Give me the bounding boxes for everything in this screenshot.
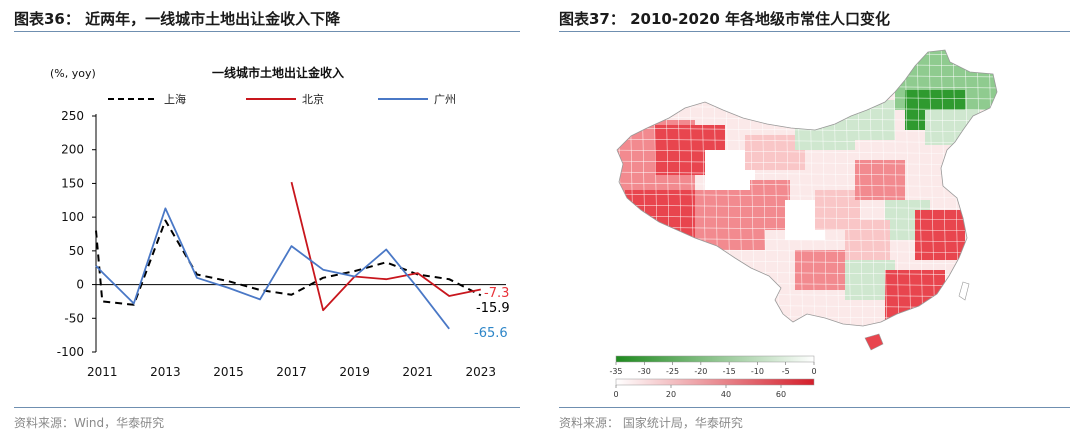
- negative-color-bar: [615, 355, 815, 363]
- district-boundary: [617, 171, 997, 177]
- legend-tick-label: 0: [811, 367, 816, 376]
- district-boundary: [617, 160, 997, 166]
- district-boundary: [605, 337, 1005, 341]
- region-qinghai-south: [750, 180, 790, 230]
- legend-label: 广州: [434, 93, 456, 106]
- chart-title: 一线城市土地出让金收入: [212, 65, 344, 80]
- district-boundary: [617, 215, 997, 221]
- taiwan-island: [958, 281, 970, 301]
- district-boundary: [617, 149, 997, 155]
- x-tick-label: 2015: [213, 365, 244, 379]
- district-boundary: [916, 50, 924, 326]
- left-figure-panel: 图表36： 近两年，一线城市土地出让金收入下降 一线城市土地出让金收入 (%, y…: [0, 0, 530, 441]
- district-boundary: [928, 50, 936, 326]
- legend-entry: 上海: [108, 92, 186, 106]
- legend-tick-label: 0: [613, 390, 618, 399]
- right-figure-panel: 图表37： 2010-2020 年各地级市常住人口变化 -35 -30 -25 -20…: [545, 0, 1080, 441]
- region-tibet-west: [625, 190, 695, 250]
- district-boundary: [617, 127, 997, 133]
- x-tick-label: 2017: [276, 365, 307, 379]
- legend-tick-label: -30: [638, 367, 651, 376]
- y-tick-label: 50: [69, 244, 84, 258]
- legend-label: 上海: [164, 92, 186, 106]
- map-regions: [605, 40, 1007, 341]
- legend-tick-label: -35: [609, 367, 622, 376]
- figure-37-title: 图表37： 2010-2020 年各地级市常住人口变化: [559, 10, 891, 28]
- y-tick-label: 150: [61, 176, 84, 190]
- y-axis-label: (%, yoy): [50, 67, 96, 80]
- legend-tick-label: -10: [751, 367, 764, 376]
- y-tick-label: 200: [61, 143, 84, 157]
- title-divider: [14, 31, 520, 32]
- series-line-北京: [290, 181, 481, 312]
- china-outline: [616, 49, 998, 327]
- y-tick-label: 250: [61, 109, 84, 123]
- title-divider: [559, 31, 1070, 32]
- district-boundary: [617, 50, 624, 326]
- district-boundary: [617, 325, 997, 326]
- district-boundary: [605, 40, 611, 340]
- region-northeast-south: [925, 110, 980, 145]
- legend-tick-label: -25: [666, 367, 679, 376]
- china-map: [605, 40, 1007, 351]
- district-boundary: [617, 193, 997, 199]
- legend-tick-label: -15: [723, 367, 736, 376]
- end-value-label: -7.3: [484, 286, 509, 301]
- x-tick-label: 2013: [150, 365, 181, 379]
- x-tick-label: 2011: [87, 365, 118, 379]
- y-tick-label: -50: [64, 311, 84, 325]
- district-boundary: [617, 138, 997, 144]
- district-boundary: [617, 204, 997, 210]
- positive-color-bar: [615, 378, 815, 386]
- end-value-label: -65.6: [474, 326, 508, 341]
- land-revenue-line-chart: 一线城市土地出让金收入 (%, yoy) 上海 北京 广州 -100 -50 0 50 100 15…: [50, 65, 510, 379]
- legend-tick-label: -20: [694, 367, 707, 376]
- district-boundary: [605, 40, 1005, 44]
- legend-tick-label: -5: [782, 367, 790, 376]
- series-line-广州: [95, 207, 450, 330]
- y-tick-label: 0: [76, 278, 84, 292]
- figure-37-source: 资料来源： 国家统计局，华泰研究: [559, 416, 743, 430]
- district-boundary: [617, 182, 997, 188]
- x-tick-label: 2019: [339, 365, 370, 379]
- legend-tick-label: 20: [666, 390, 676, 399]
- region-north-china-plain: [855, 160, 905, 200]
- x-tick-label: 2023: [465, 365, 496, 379]
- source-divider: [559, 407, 1070, 408]
- series-line-上海: [95, 219, 482, 306]
- legend-tick-label: 40: [721, 390, 731, 399]
- legend-label: 北京: [302, 92, 324, 106]
- end-value-label: -15.9: [476, 301, 510, 316]
- legend-entry: 广州: [378, 93, 456, 106]
- legend-entry: 北京: [246, 92, 324, 106]
- color-scale-legend: -35 -30 -25 -20 -15 -10 -5 0 0 20 40 60: [609, 355, 817, 399]
- y-tick-label: -100: [57, 345, 84, 359]
- district-boundary: [1001, 40, 1007, 340]
- region-central-south: [845, 220, 890, 260]
- hainan-island: [864, 333, 884, 351]
- legend-tick-label: 60: [776, 390, 786, 399]
- population-change-map: -35 -30 -25 -20 -15 -10 -5 0 0 20 40 60: [605, 40, 1007, 399]
- y-tick-label: 100: [61, 210, 84, 224]
- district-boundary: [904, 50, 912, 326]
- x-tick-label: 2021: [402, 365, 433, 379]
- figure-36-title: 图表36： 近两年，一线城市土地出让金收入下降: [14, 10, 341, 28]
- figure-36-source: 资料来源：Wind，华泰研究: [14, 416, 165, 430]
- source-divider: [14, 407, 520, 408]
- region-yunnan: [795, 250, 845, 290]
